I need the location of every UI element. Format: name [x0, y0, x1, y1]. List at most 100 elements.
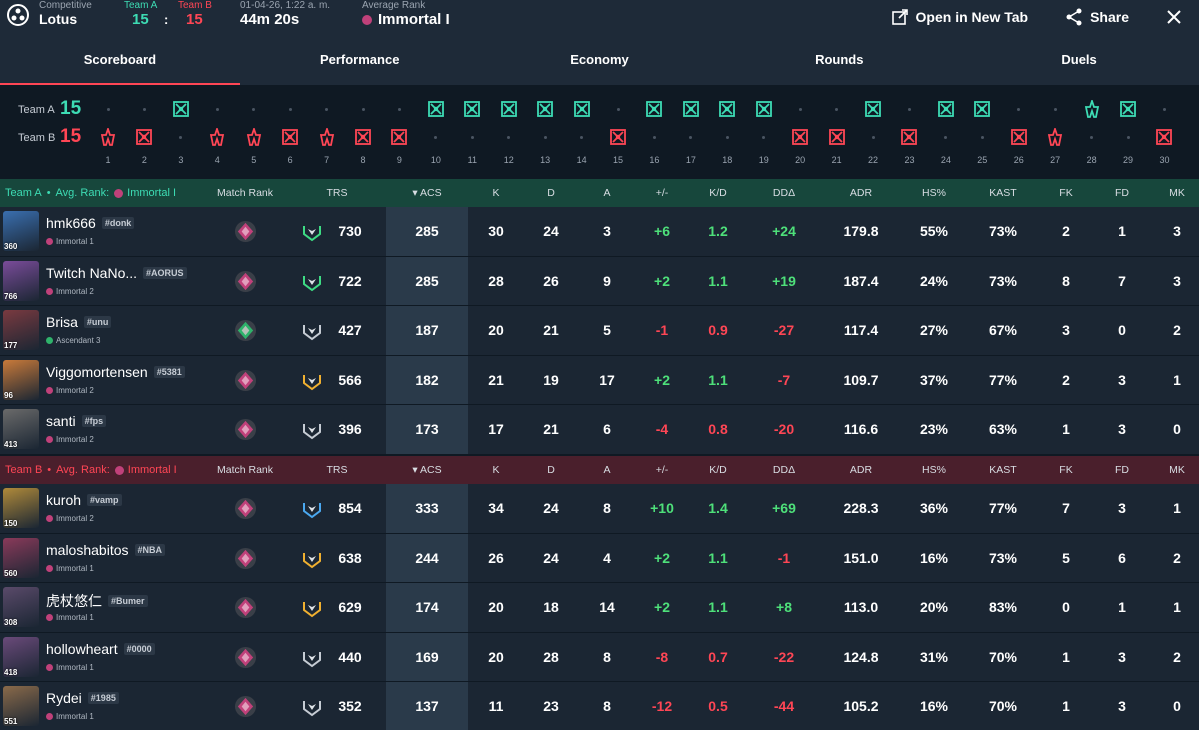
- elimination-icon[interactable]: [463, 100, 481, 118]
- column-header-pm[interactable]: +/-: [655, 187, 669, 199]
- dd-delta-value: +19: [772, 272, 796, 289]
- elimination-icon[interactable]: [500, 100, 518, 118]
- elimination-icon[interactable]: [390, 128, 408, 146]
- tab-duels[interactable]: Duels: [1061, 52, 1097, 67]
- spike-detonate-icon[interactable]: [99, 128, 117, 146]
- tab-rounds[interactable]: Rounds: [815, 52, 864, 67]
- player-name[interactable]: maloshabitos #NBA: [46, 542, 166, 558]
- elimination-icon[interactable]: [427, 100, 445, 118]
- player-row[interactable]: 177 Brisa #unu Ascendant 3 427 187 20 21 5 -1 0.9-…: [0, 306, 1199, 356]
- elimination-icon[interactable]: [900, 128, 918, 146]
- elimination-icon[interactable]: [828, 128, 846, 146]
- column-header-fk[interactable]: FK: [1059, 187, 1073, 199]
- column-header-k[interactable]: K: [492, 187, 500, 199]
- team-b-avg-rank-label: Avg. Rank:: [56, 464, 110, 476]
- elimination-icon[interactable]: [1010, 128, 1028, 146]
- elimination-icon[interactable]: [573, 100, 591, 118]
- player-name[interactable]: Twitch NaNo... #AORUS: [46, 265, 187, 281]
- player-rank: Immortal 1: [46, 237, 94, 246]
- spike-detonate-icon[interactable]: [245, 128, 263, 146]
- elimination-icon[interactable]: [354, 128, 372, 146]
- player-row[interactable]: 96 Viggomortensen #5381 Immortal 2 566 182 21 1…: [0, 355, 1199, 406]
- hs-value: 31%: [919, 648, 949, 665]
- column-header-trs[interactable]: TRS: [326, 464, 348, 476]
- column-header-adr[interactable]: ADR: [849, 464, 873, 476]
- column-header-a[interactable]: A: [603, 464, 611, 476]
- column-header-mrank[interactable]: Match Rank: [216, 464, 274, 476]
- player-row[interactable]: 308 虎杖悠仁 #Bumer Immortal 1 629 174 20 18 14 +2 1.1…: [0, 583, 1199, 633]
- player-name[interactable]: hollowheart #0000: [46, 641, 155, 657]
- column-header-a[interactable]: A: [603, 187, 611, 199]
- player-name[interactable]: Viggomortensen #5381: [46, 364, 185, 380]
- player-row[interactable]: 413 santi #fps Immortal 2 396 173 17 21 6 -4 0.8 -2…: [0, 405, 1199, 455]
- open-new-tab-button[interactable]: Open in New Tab: [891, 9, 1028, 25]
- tab-scoreboard[interactable]: Scoreboard: [0, 34, 240, 85]
- tab-economy[interactable]: Economy: [570, 52, 629, 67]
- elimination-icon[interactable]: [791, 128, 809, 146]
- spike-detonate-icon[interactable]: [208, 128, 226, 146]
- deaths-value: 24: [543, 500, 559, 516]
- player-name[interactable]: kuroh #vamp: [46, 492, 122, 508]
- elimination-icon[interactable]: [645, 100, 663, 118]
- player-name[interactable]: Rydei #1985: [46, 690, 119, 706]
- column-header-mk[interactable]: MK: [1169, 464, 1185, 476]
- spike-detonate-icon[interactable]: [318, 128, 336, 146]
- player-name[interactable]: Brisa #unu: [46, 314, 112, 330]
- column-header-d[interactable]: D: [547, 464, 555, 476]
- column-header-mk[interactable]: MK: [1169, 187, 1185, 199]
- elimination-icon[interactable]: [1119, 100, 1137, 118]
- column-header-dd[interactable]: DDΔ: [772, 187, 796, 199]
- column-header-fd[interactable]: FD: [1115, 464, 1129, 476]
- column-header-hs[interactable]: HS%: [922, 464, 946, 476]
- column-header-kd[interactable]: K/D: [709, 464, 727, 476]
- elimination-icon[interactable]: [718, 100, 736, 118]
- close-icon[interactable]: [1167, 10, 1181, 24]
- share-button[interactable]: Share: [1066, 8, 1129, 26]
- elimination-icon[interactable]: [864, 100, 882, 118]
- player-tag: #NBA: [134, 543, 166, 556]
- column-header-acs[interactable]: ▾ ACS: [387, 187, 467, 199]
- column-header-fk[interactable]: FK: [1059, 464, 1073, 476]
- player-name[interactable]: hmk666 #donk: [46, 215, 135, 231]
- column-header-kast[interactable]: KAST: [989, 187, 1017, 199]
- deaths-value: 24: [543, 549, 559, 566]
- elimination-icon[interactable]: [682, 100, 700, 118]
- column-header-kd[interactable]: K/D: [709, 187, 727, 199]
- immortal-rank-icon: [362, 14, 372, 25]
- player-row[interactable]: 418 hollowheart #0000 Immortal 1 440 169 20 28 8…: [0, 632, 1199, 683]
- elimination-icon[interactable]: [973, 100, 991, 118]
- column-header-d[interactable]: D: [547, 187, 555, 199]
- column-header-mrank[interactable]: Match Rank: [216, 187, 274, 199]
- spike-detonate-icon[interactable]: [1083, 100, 1101, 118]
- elimination-icon[interactable]: [135, 128, 153, 146]
- elimination-icon[interactable]: [172, 100, 190, 118]
- column-header-fd[interactable]: FD: [1115, 187, 1129, 199]
- elimination-icon[interactable]: [281, 128, 299, 146]
- player-name[interactable]: santi #fps: [46, 413, 107, 429]
- column-header-pm[interactable]: +/-: [655, 464, 669, 476]
- column-header-trs[interactable]: TRS: [326, 187, 348, 199]
- elimination-icon[interactable]: [1155, 128, 1173, 146]
- player-row[interactable]: 766 Twitch NaNo... #AORUS Immortal 2 722 285 2…: [0, 256, 1199, 307]
- player-name[interactable]: 虎杖悠仁 #Bumer: [46, 591, 148, 611]
- player-row[interactable]: 150 kuroh #vamp Immortal 2 854 333 34 24 8 +10 1.4…: [0, 484, 1199, 534]
- column-header-acs[interactable]: ▾ ACS: [387, 464, 467, 476]
- acs-column-highlight: [386, 306, 468, 355]
- player-row[interactable]: 360 hmk666 #donk Immortal 1 730 285 30 24 3 +6 1.2…: [0, 207, 1199, 257]
- spike-detonate-icon[interactable]: [1046, 128, 1064, 146]
- dd-delta-value: +8: [776, 599, 792, 616]
- column-header-k[interactable]: K: [492, 464, 500, 476]
- column-header-kast[interactable]: KAST: [989, 464, 1017, 476]
- player-row[interactable]: 551 Rydei #1985 Immortal 1 352 137 11 23 8 -12 0.5…: [0, 682, 1199, 730]
- empty-round-dot: [1162, 108, 1166, 111]
- kd-value: 1.2: [708, 223, 728, 239]
- elimination-icon[interactable]: [609, 128, 627, 146]
- tab-performance[interactable]: Performance: [319, 52, 400, 67]
- elimination-icon[interactable]: [536, 100, 554, 118]
- player-row[interactable]: 560 maloshabitos #NBA Immortal 1 638 244 26 24 4…: [0, 533, 1199, 584]
- column-header-adr[interactable]: ADR: [849, 187, 873, 199]
- column-header-hs[interactable]: HS%: [922, 187, 946, 199]
- elimination-icon[interactable]: [755, 100, 773, 118]
- elimination-icon[interactable]: [937, 100, 955, 118]
- column-header-dd[interactable]: DDΔ: [772, 464, 796, 476]
